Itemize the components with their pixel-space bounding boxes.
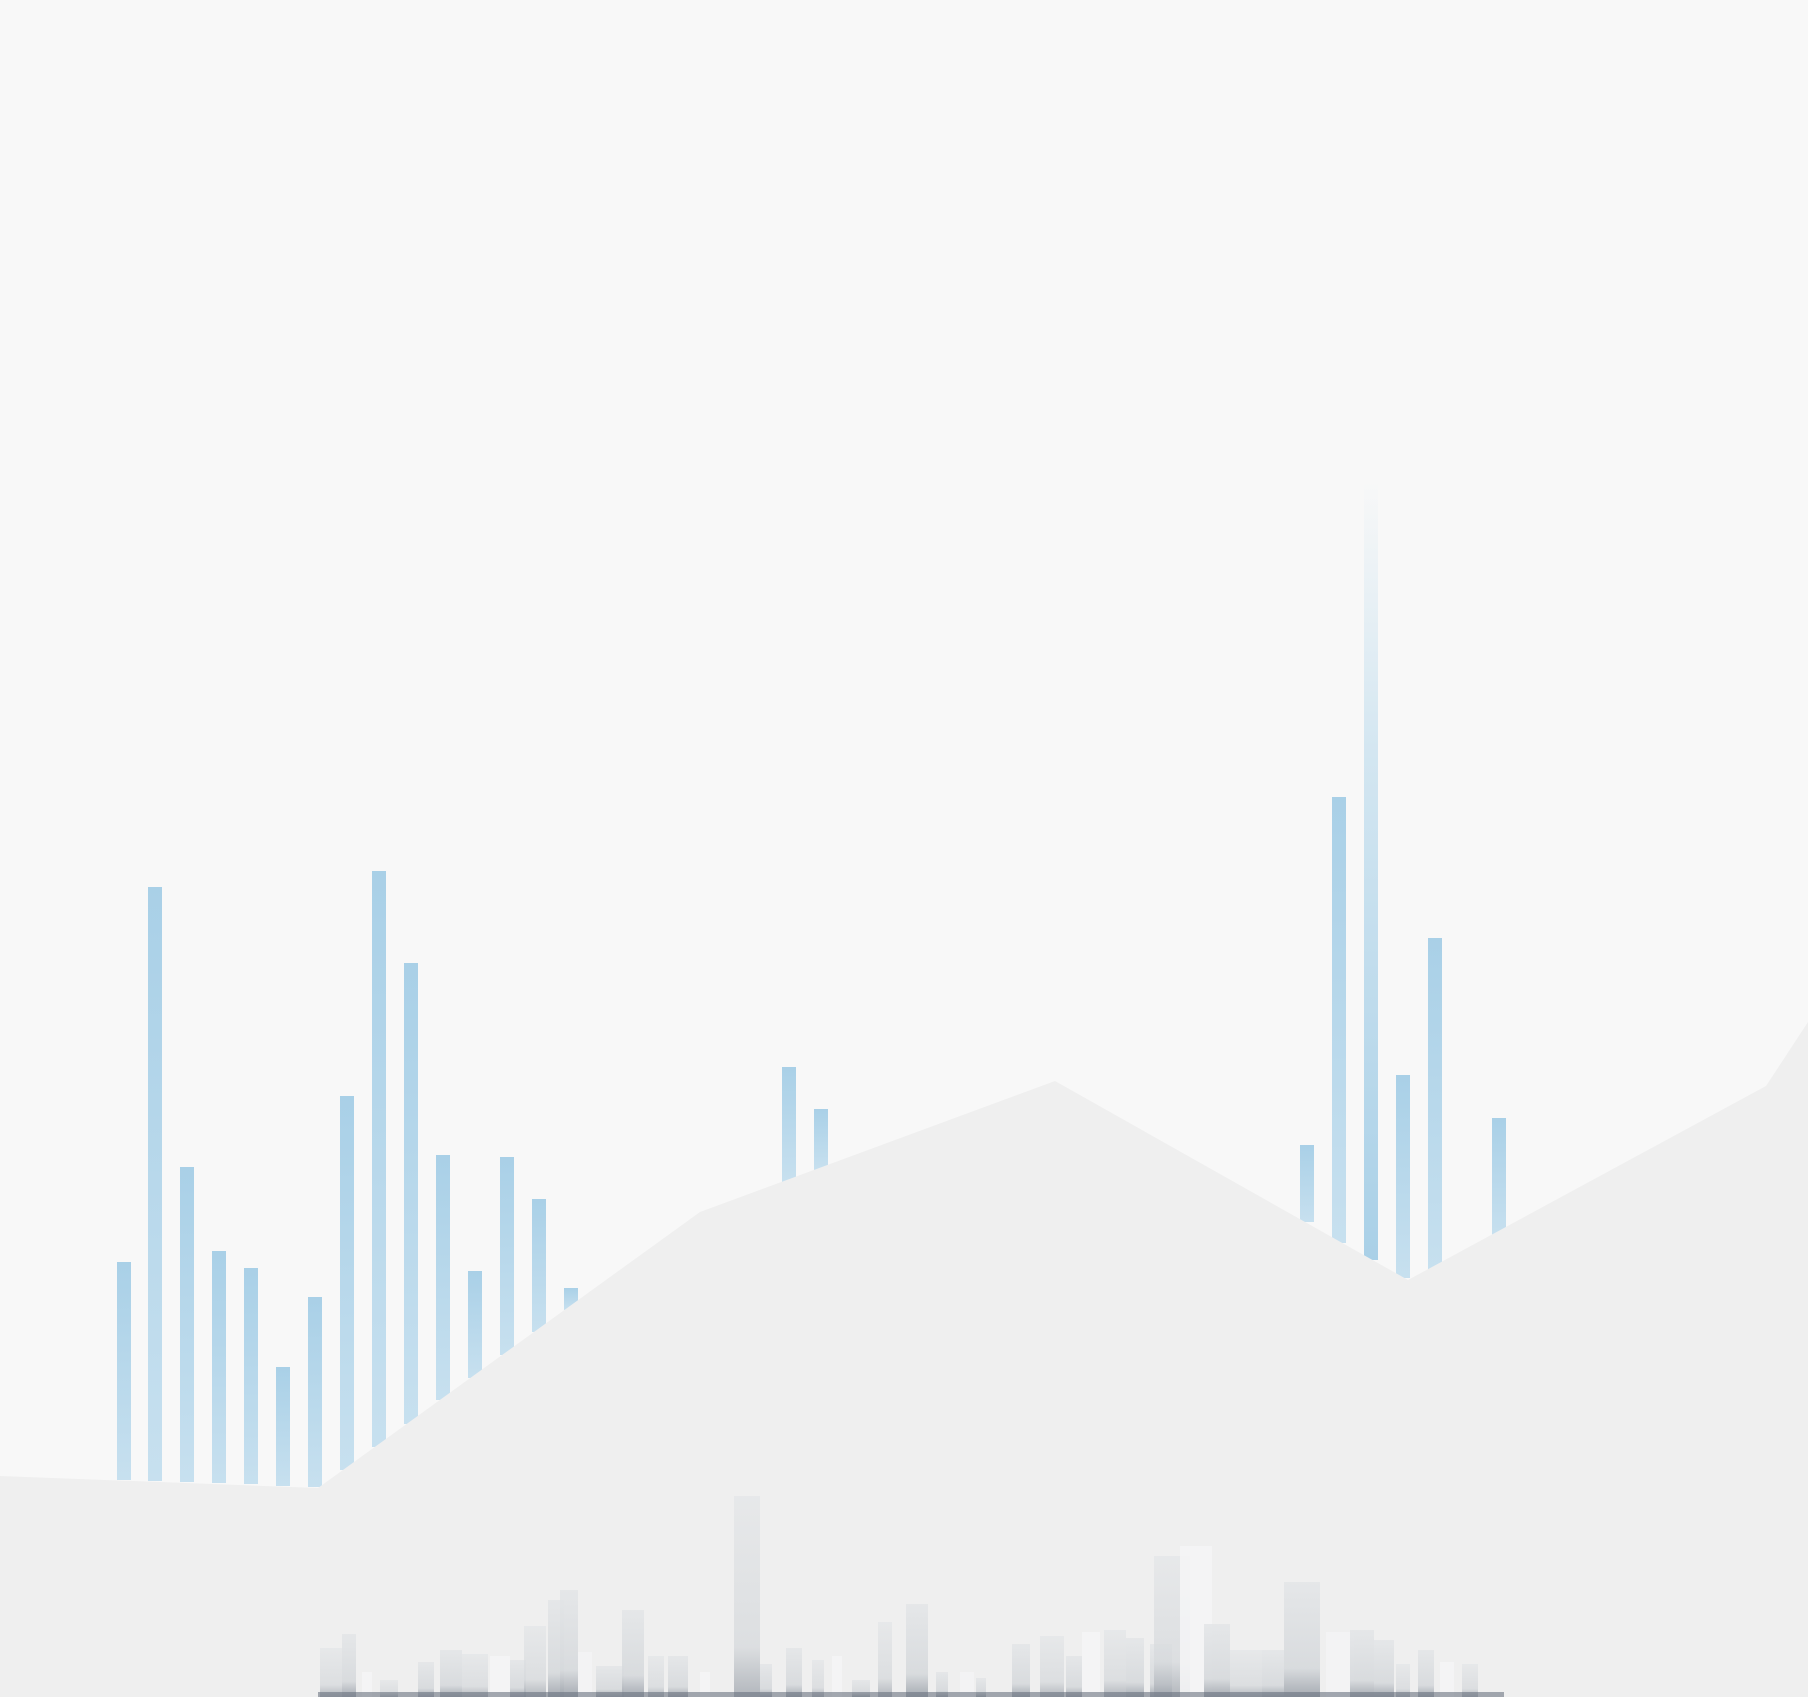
- bar-group: [117, 480, 1506, 1487]
- skyline-building: [1082, 1632, 1100, 1697]
- skyline-building: [648, 1656, 664, 1697]
- skyline-building: [1230, 1650, 1262, 1697]
- skyline-building: [490, 1656, 510, 1697]
- skyline-building: [906, 1604, 928, 1697]
- skyline-building: [1374, 1640, 1394, 1697]
- decorative-bar: [436, 1155, 450, 1400]
- skyline-building: [1262, 1650, 1284, 1697]
- skyline-building: [1350, 1630, 1374, 1697]
- skyline-building: [760, 1664, 772, 1697]
- decorative-bar: [1428, 938, 1442, 1275]
- decorative-bar: [500, 1157, 514, 1355]
- skyline-building: [1284, 1582, 1320, 1697]
- skyline-building: [320, 1648, 342, 1697]
- skyline-building: [524, 1626, 546, 1697]
- decorative-bar: [180, 1167, 194, 1482]
- decorative-bar: [148, 887, 162, 1481]
- skyline-building: [936, 1672, 948, 1697]
- skyline-building: [1440, 1662, 1454, 1697]
- ground-mountain-shape: [0, 1022, 1808, 1697]
- decorative-bar: [372, 871, 386, 1447]
- skyline-building: [1012, 1644, 1030, 1697]
- city-skyline: [318, 1496, 1504, 1697]
- skyline-building: [560, 1590, 578, 1697]
- skyline-building: [418, 1662, 434, 1697]
- skyline-building: [1204, 1624, 1230, 1697]
- skyline-building: [832, 1656, 842, 1697]
- decorative-bar: [468, 1271, 482, 1378]
- decorative-bar: [212, 1251, 226, 1483]
- skyline-building: [878, 1622, 892, 1697]
- decorative-bar: [340, 1096, 354, 1470]
- skyline-building: [1418, 1650, 1434, 1697]
- skyline-building: [812, 1660, 824, 1697]
- skyline-building: [510, 1660, 526, 1697]
- decorative-bar: [1492, 1118, 1506, 1238]
- skyline-building: [976, 1678, 986, 1697]
- skyline-building: [1126, 1638, 1144, 1697]
- skyline-building: [440, 1650, 462, 1697]
- skyline-building: [668, 1656, 688, 1697]
- decorative-bar: [404, 963, 418, 1424]
- decorative-bar: [276, 1367, 290, 1486]
- decorative-bar: [308, 1297, 322, 1487]
- skyline-building: [362, 1672, 372, 1697]
- decorative-bar: [117, 1262, 131, 1480]
- skyline-base-line: [318, 1692, 1504, 1697]
- skyline-building: [960, 1672, 974, 1697]
- skyline-building: [700, 1672, 710, 1697]
- skyline-building: [462, 1654, 488, 1697]
- skyline-building: [342, 1634, 356, 1697]
- skyline-building: [734, 1496, 760, 1697]
- skyline-building: [1326, 1632, 1354, 1697]
- skyline-building: [578, 1652, 592, 1697]
- skyline-building: [1040, 1636, 1064, 1697]
- skyline-building: [1462, 1664, 1478, 1697]
- decorative-bar: [532, 1199, 546, 1332]
- decorative-spire-bar: [1364, 480, 1378, 1260]
- decorative-bar: [782, 1067, 796, 1182]
- decorative-bar: [244, 1268, 258, 1484]
- skyline-building: [1066, 1656, 1082, 1697]
- decorative-bar: [814, 1109, 828, 1170]
- decorative-bar: [1332, 797, 1346, 1243]
- skyline-building: [622, 1610, 644, 1697]
- skyline-building: [596, 1666, 624, 1697]
- decorative-bar: [1300, 1145, 1314, 1222]
- skyline-building: [1104, 1630, 1126, 1697]
- decorative-bar: [1396, 1075, 1410, 1278]
- skyline-building: [1396, 1664, 1410, 1697]
- skyline-building: [786, 1648, 802, 1697]
